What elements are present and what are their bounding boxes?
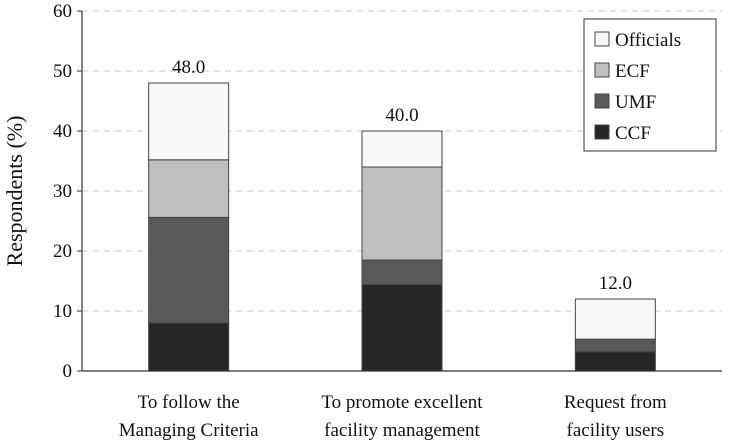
legend: Officials ECF UMF CCF bbox=[583, 18, 717, 152]
category-label: Request from facility users bbox=[564, 392, 667, 441]
y-axis-label: Respondents (%) bbox=[2, 116, 27, 267]
y-tick-label: 0 bbox=[63, 361, 73, 382]
y-tick-label: 10 bbox=[53, 301, 72, 322]
legend-swatch bbox=[594, 124, 610, 140]
bar-segment-officials bbox=[148, 82, 230, 161]
bar-segment-umf bbox=[148, 216, 230, 324]
category-label-line: Request from bbox=[564, 392, 667, 413]
legend-swatch bbox=[594, 62, 610, 78]
bar-segment-ccf bbox=[361, 284, 443, 372]
category-label-line: To follow the bbox=[138, 392, 240, 413]
category-label-line: Managing Criteria bbox=[119, 420, 259, 441]
legend-entry: UMF bbox=[615, 92, 656, 113]
category-label-line: facility management bbox=[324, 420, 480, 441]
bar-segment-officials bbox=[361, 130, 443, 168]
bar-segment-umf bbox=[574, 338, 656, 353]
bar-segment-umf bbox=[361, 259, 443, 286]
category-label-line: facility users bbox=[567, 420, 665, 441]
axes bbox=[77, 10, 722, 372]
bar-segment-ecf bbox=[148, 159, 230, 218]
total-label: 12.0 bbox=[599, 273, 632, 294]
bar-stack bbox=[361, 130, 443, 372]
category-labels: To follow the Managing Criteria To promote… bbox=[119, 392, 667, 441]
bar-segment-ecf bbox=[361, 166, 443, 261]
bar-segment-officials bbox=[574, 298, 656, 340]
bar-stack bbox=[574, 298, 656, 372]
y-tick-label: 60 bbox=[53, 1, 72, 22]
y-tick-label: 40 bbox=[53, 121, 72, 142]
bar-segment-ccf bbox=[148, 322, 230, 372]
legend-entry: CCF bbox=[615, 123, 651, 144]
total-label: 40.0 bbox=[385, 105, 418, 126]
legend-swatch bbox=[594, 93, 610, 109]
category-label: To follow the Managing Criteria bbox=[119, 392, 259, 441]
y-tick-labels: 0 10 20 30 40 50 60 bbox=[53, 1, 72, 382]
total-label: 48.0 bbox=[172, 57, 205, 78]
legend-entry: ECF bbox=[615, 61, 650, 82]
y-tick-label: 30 bbox=[53, 181, 72, 202]
bar-segment-ccf bbox=[574, 351, 656, 372]
legend-swatch bbox=[594, 31, 610, 47]
y-tick-label: 20 bbox=[53, 241, 72, 262]
bar-stack bbox=[148, 82, 230, 372]
total-labels: 48.0 40.0 12.0 bbox=[172, 57, 632, 294]
y-tick-label: 50 bbox=[53, 61, 72, 82]
legend-entry: Officials bbox=[615, 30, 681, 51]
bars bbox=[148, 82, 656, 372]
category-label-line: To promote excellent bbox=[321, 392, 483, 413]
category-label: To promote excellent facility management bbox=[321, 392, 483, 441]
